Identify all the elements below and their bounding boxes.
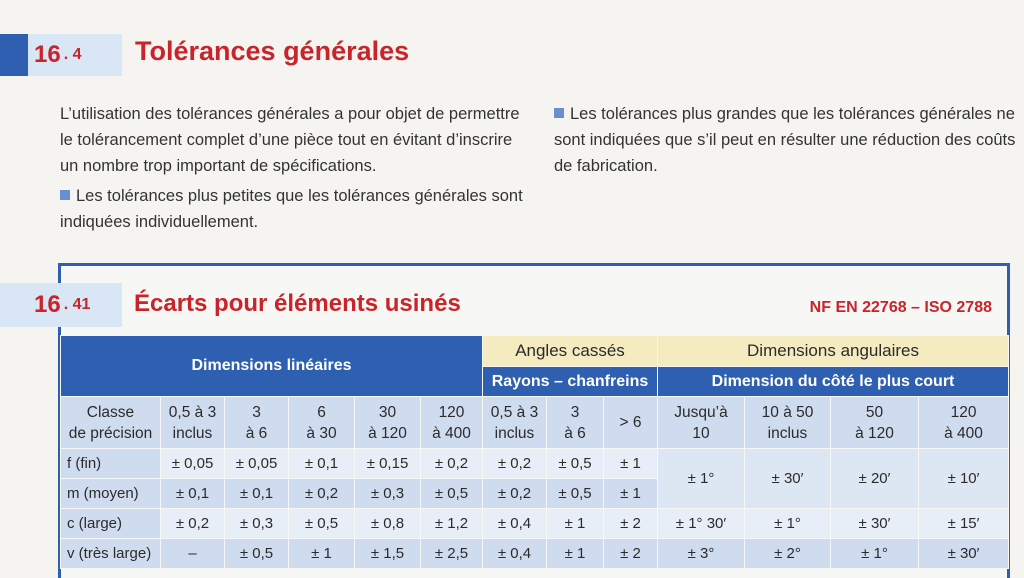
table-cell: ± 1° 30′	[657, 508, 745, 539]
table-cell: ± 1	[603, 478, 658, 509]
table-cell: ± 0,2	[482, 478, 547, 509]
intro-paragraph: L’utilisation des tolérances générales a…	[60, 105, 520, 175]
table-cell: ± 30′	[830, 508, 919, 539]
norm-reference: NF EN 22768 – ISO 2788	[809, 299, 992, 316]
table-cell: ± 0,05	[224, 448, 289, 479]
col-header-angular-1: Jusqu’à 10	[657, 396, 745, 449]
table-row: v (très large) – ± 0,5 ± 1 ± 1,5 ± 2,5 ±…	[60, 538, 1010, 569]
table-cell: ± 0,1	[224, 478, 289, 509]
table-cell: ± 0,2	[288, 478, 355, 509]
table-row: f (fin) ± 0,05 ± 0,05 ± 0,1 ± 0,15 ± 0,2…	[60, 448, 1010, 509]
subsection-number-sub: . 41	[63, 296, 91, 313]
table-cell: ± 10′	[917, 448, 1010, 509]
table-cell: ± 2,5	[420, 538, 483, 569]
table-cell: ± 0,05	[160, 448, 225, 479]
table-cell: ± 0,5	[420, 478, 483, 509]
table-cell: ± 1,2	[420, 508, 483, 539]
section-number-main: 16	[34, 41, 61, 68]
col-header-angular-2: 10 à 50 inclus	[744, 396, 831, 449]
col-header-linear-1: 0,5 à 3 inclus	[160, 396, 225, 449]
table-cell: ± 0,4	[482, 508, 547, 539]
col-header-angular-4: 120 à 400	[917, 396, 1010, 449]
table-cell: ± 1°	[830, 538, 919, 569]
table-cell: ± 0,2	[160, 508, 225, 539]
section-number-bar	[0, 34, 28, 76]
group-angular-subheader: Dimension du côté le plus court	[656, 366, 1010, 397]
col-header-linear-4: 30 à 120	[354, 396, 421, 449]
subsection-number: 16 . 41	[0, 283, 122, 327]
table-cell: ± 0,5	[224, 538, 289, 569]
group-linear-header: Dimensions linéaires	[60, 335, 483, 397]
col-header-angles-1: 0,5 à 3 inclus	[482, 396, 547, 449]
subsection-number-sub-value: 41	[72, 296, 91, 313]
table-cell: ± 0,15	[354, 448, 421, 479]
table-cell: ± 0,2	[482, 448, 547, 479]
group-angles-subheader: Rayons – chanfreins	[482, 366, 658, 397]
larger-tolerances-text: Les tolérances plus grandes que les tolé…	[554, 105, 1016, 175]
table-cell: ± 20′	[830, 448, 919, 509]
col-header-linear-5: 120 à 400	[420, 396, 483, 449]
table-cell: ± 0,1	[288, 448, 355, 479]
table-row: c (large) ± 0,2 ± 0,3 ± 0,5 ± 0,8 ± 1,2 …	[60, 508, 1010, 539]
table-cell: ± 0,3	[354, 478, 421, 509]
table-cell: ± 1	[546, 538, 604, 569]
table-cell: ± 1°	[657, 448, 745, 509]
table-cell: ± 2	[603, 508, 658, 539]
table-cell: ± 0,8	[354, 508, 421, 539]
smaller-tolerances-paragraph: Les tolérances plus petites que les tolé…	[60, 183, 530, 235]
group-angles-header: Angles cassés	[482, 335, 658, 367]
table-cell: ± 2	[603, 538, 658, 569]
table-cell: ± 1,5	[354, 538, 421, 569]
table-cell: ± 1°	[744, 508, 831, 539]
subsection-title: Écarts pour éléments usinés	[134, 290, 461, 317]
table-cell: ± 0,5	[546, 448, 604, 479]
table-cell: ± 3°	[657, 538, 745, 569]
larger-tolerances-paragraph: Les tolérances plus grandes que les tolé…	[554, 101, 1016, 179]
class-cell: m (moyen)	[60, 478, 161, 509]
table-cell: ± 1	[603, 448, 658, 479]
tolerance-table: Dimensions linéaires Angles cassés Dimen…	[60, 335, 1010, 569]
class-cell: c (large)	[60, 508, 161, 539]
table-cell: ± 1	[288, 538, 355, 569]
table-cell: ± 0,2	[420, 448, 483, 479]
table-cell: ± 2°	[744, 538, 831, 569]
table-cell: ± 1	[546, 508, 604, 539]
bullet-icon	[554, 108, 564, 118]
col-header-class: Classe de précision	[60, 396, 161, 449]
section-number: 16 . 4	[28, 34, 122, 76]
table-cell: ± 15′	[917, 508, 1010, 539]
col-header-angles-3: > 6	[603, 396, 658, 449]
col-header-angular-3: 50 à 120	[830, 396, 919, 449]
table-row: m (moyen) ± 0,1 ± 0,1 ± 0,2 ± 0,3 ± 0,5 …	[60, 478, 1009, 509]
class-cell: f (fin)	[60, 448, 161, 479]
section-number-sub: . 4	[63, 46, 82, 63]
section-title: Tolérances générales	[135, 36, 410, 66]
table-cell: ± 0,4	[482, 538, 547, 569]
table-cell: ± 0,5	[546, 478, 604, 509]
table-cell: ± 0,5	[288, 508, 355, 539]
table-cell: ± 30′	[744, 448, 831, 509]
table-cell: ± 0,3	[224, 508, 289, 539]
smaller-tolerances-text: Les tolérances plus petites que les tolé…	[60, 187, 523, 231]
table-cell: –	[160, 538, 225, 569]
class-cell: v (très large)	[60, 538, 161, 569]
subsection-number-main: 16	[34, 291, 61, 318]
table-cell: ± 30′	[917, 538, 1010, 569]
bullet-icon	[60, 190, 70, 200]
group-angular-header: Dimensions angulaires	[656, 335, 1010, 367]
table-cell: ± 0,1	[160, 478, 225, 509]
section-number-sub-value: 4	[72, 46, 82, 63]
